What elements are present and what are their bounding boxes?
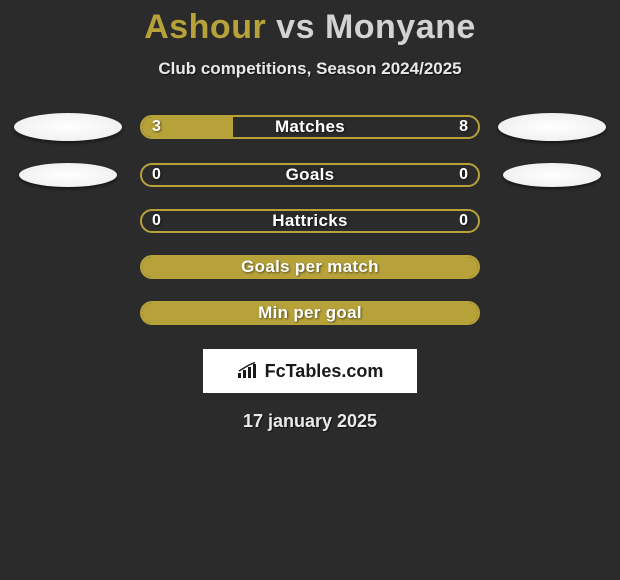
stat-label: Goals per match: [142, 257, 478, 277]
player2-avatar: [503, 163, 601, 187]
player2-avatar: [498, 113, 606, 141]
left-avatar-slot: [14, 113, 122, 141]
stat-row: Goals per match: [0, 255, 620, 279]
stat-row: 38Matches: [0, 113, 620, 141]
stat-label: Min per goal: [142, 303, 478, 323]
brand-chart-icon: [237, 362, 259, 380]
vs-label: vs: [276, 8, 315, 46]
stat-row: 00Goals: [0, 163, 620, 187]
player1-name: Ashour: [144, 8, 266, 46]
brand-text: FcTables.com: [265, 361, 384, 382]
right-avatar-slot: [498, 163, 606, 187]
stat-bar: Min per goal: [140, 301, 480, 325]
subtitle: Club competitions, Season 2024/2025: [0, 59, 620, 79]
stat-bar: 00Goals: [140, 163, 480, 187]
player1-avatar: [14, 113, 122, 141]
brand-badge: FcTables.com: [203, 349, 417, 393]
player2-name: Monyane: [325, 8, 476, 46]
stat-label: Hattricks: [142, 211, 478, 231]
stat-row: 00Hattricks: [0, 209, 620, 233]
stat-label: Goals: [142, 165, 478, 185]
stat-bar: 38Matches: [140, 115, 480, 139]
stat-bar: Goals per match: [140, 255, 480, 279]
stat-bar: 00Hattricks: [140, 209, 480, 233]
stat-label: Matches: [142, 117, 478, 137]
page-title: Ashour vs Monyane: [0, 8, 620, 47]
comparison-card: Ashour vs Monyane Club competitions, Sea…: [0, 0, 620, 432]
stats-rows: 38Matches 00Goals 00Hattricks Goals per mat…: [0, 113, 620, 325]
player1-avatar: [19, 163, 117, 187]
right-avatar-slot: [498, 113, 606, 141]
stat-row: Min per goal: [0, 301, 620, 325]
date-label: 17 january 2025: [0, 411, 620, 432]
left-avatar-slot: [14, 163, 122, 187]
